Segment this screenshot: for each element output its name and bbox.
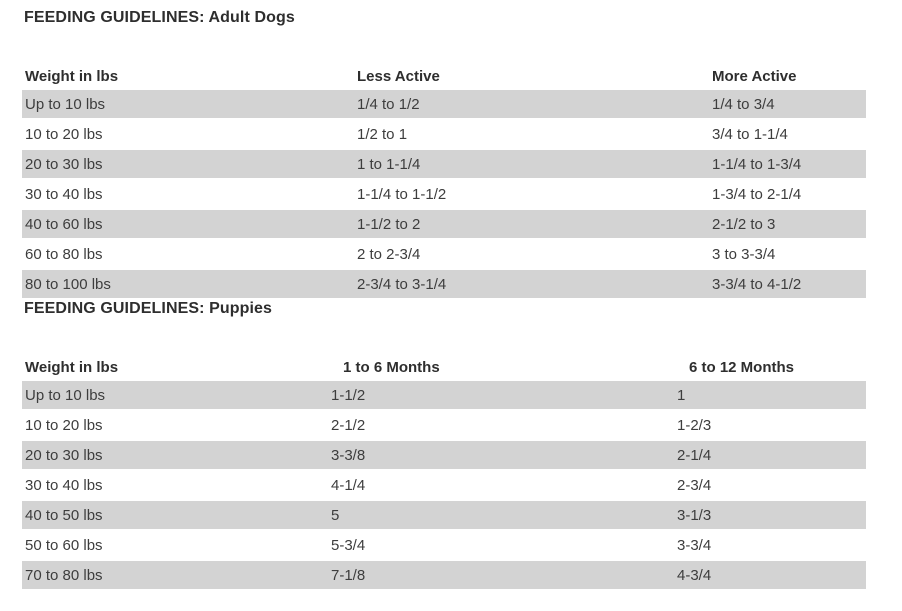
weight-range-cell: 30 to 40 lbs (22, 470, 328, 501)
feeding-amount-cell: 1 (674, 381, 866, 411)
feeding-amount-cell: 4-3/4 (674, 560, 866, 591)
column-header-more-active: More Active (709, 57, 866, 90)
table-row: Up to 10 lbs 1-1/2 1 (22, 381, 866, 411)
adult-dogs-heading: FEEDING GUIDELINES: Adult Dogs (24, 9, 295, 26)
feeding-amount-cell: 3-3/4 to 4-1/2 (709, 269, 866, 300)
weight-range-cell: 50 to 60 lbs (22, 530, 328, 561)
feeding-amount-cell: 2-3/4 to 3-1/4 (354, 269, 709, 300)
table-row: 70 to 80 lbs 7-1/8 4-3/4 (22, 560, 866, 591)
table-row: Up to 10 lbs 1/4 to 1/2 1/4 to 3/4 (22, 90, 866, 120)
feeding-amount-cell: 1-1/4 to 1-1/2 (354, 179, 709, 210)
feeding-amount-cell: 2-1/2 (328, 410, 674, 441)
table-row: 60 to 80 lbs 2 to 2-3/4 3 to 3-3/4 (22, 239, 866, 270)
puppies-heading: FEEDING GUIDELINES: Puppies (24, 300, 273, 317)
feeding-amount-cell: 3-1/3 (674, 500, 866, 531)
table-row: 40 to 50 lbs 5 3-1/3 (22, 500, 866, 531)
feeding-amount-cell: 1-1/2 (328, 381, 674, 411)
feeding-amount-cell: 3/4 to 1-1/4 (709, 119, 866, 150)
weight-range-cell: 40 to 60 lbs (22, 209, 354, 240)
table-row: 40 to 60 lbs 1-1/2 to 2 2-1/2 to 3 (22, 209, 866, 240)
weight-range-cell: 60 to 80 lbs (22, 239, 354, 270)
column-header-6-to-12-months: 6 to 12 Months (674, 348, 866, 381)
puppies-header-row: Weight in lbs 1 to 6 Months 6 to 12 Mont… (22, 348, 866, 381)
table-row: 20 to 30 lbs 1 to 1-1/4 1-1/4 to 1-3/4 (22, 149, 866, 180)
column-header-1-to-6-months: 1 to 6 Months (328, 348, 674, 381)
adult-dogs-table: Weight in lbs Less Active More Active Up… (22, 57, 866, 300)
feeding-amount-cell: 3-3/4 (674, 530, 866, 561)
weight-range-cell: 70 to 80 lbs (22, 560, 328, 591)
table-row: 50 to 60 lbs 5-3/4 3-3/4 (22, 530, 866, 561)
feeding-amount-cell: 2-1/2 to 3 (709, 209, 866, 240)
feeding-amount-cell: 5 (328, 500, 674, 531)
feeding-amount-cell: 1/4 to 3/4 (709, 90, 866, 120)
weight-range-cell: 10 to 20 lbs (22, 119, 354, 150)
table-row: 10 to 20 lbs 2-1/2 1-2/3 (22, 410, 866, 441)
weight-range-cell: Up to 10 lbs (22, 381, 328, 411)
adult-dogs-header-row: Weight in lbs Less Active More Active (22, 57, 866, 90)
table-row: 10 to 20 lbs 1/2 to 1 3/4 to 1-1/4 (22, 119, 866, 150)
feeding-amount-cell: 1/4 to 1/2 (354, 90, 709, 120)
feeding-amount-cell: 1-1/4 to 1-3/4 (709, 149, 866, 180)
feeding-amount-cell: 1-2/3 (674, 410, 866, 441)
puppies-table: Weight in lbs 1 to 6 Months 6 to 12 Mont… (22, 348, 866, 591)
feeding-amount-cell: 3-3/8 (328, 440, 674, 471)
weight-range-cell: 10 to 20 lbs (22, 410, 328, 441)
weight-range-cell: 30 to 40 lbs (22, 179, 354, 210)
feeding-amount-cell: 2 to 2-3/4 (354, 239, 709, 270)
feeding-amount-cell: 4-1/4 (328, 470, 674, 501)
table-row: 80 to 100 lbs 2-3/4 to 3-1/4 3-3/4 to 4-1/… (22, 269, 866, 300)
column-header-less-active: Less Active (354, 57, 709, 90)
table-row: 30 to 40 lbs 1-1/4 to 1-1/2 1-3/4 to 2-1/4 (22, 179, 866, 210)
feeding-amount-cell: 1/2 to 1 (354, 119, 709, 150)
adult-dogs-table-body: Up to 10 lbs 1/4 to 1/2 1/4 to 3/4 10 to 20… (22, 90, 866, 300)
feeding-amount-cell: 1-1/2 to 2 (354, 209, 709, 240)
weight-range-cell: Up to 10 lbs (22, 90, 354, 120)
weight-range-cell: 20 to 30 lbs (22, 149, 354, 180)
feeding-amount-cell: 2-3/4 (674, 470, 866, 501)
table-row: 30 to 40 lbs 4-1/4 2-3/4 (22, 470, 866, 501)
puppies-table-body: Up to 10 lbs 1-1/2 1 10 to 20 lbs 2-1/2 1-2/3… (22, 381, 866, 591)
feeding-amount-cell: 1 to 1-1/4 (354, 149, 709, 180)
column-header-weight: Weight in lbs (22, 57, 354, 90)
table-row: 20 to 30 lbs 3-3/8 2-1/4 (22, 440, 866, 471)
weight-range-cell: 80 to 100 lbs (22, 269, 354, 300)
weight-range-cell: 40 to 50 lbs (22, 500, 328, 531)
feeding-amount-cell: 7-1/8 (328, 560, 674, 591)
feeding-amount-cell: 2-1/4 (674, 440, 866, 471)
feeding-amount-cell: 1-3/4 to 2-1/4 (709, 179, 866, 210)
feeding-amount-cell: 5-3/4 (328, 530, 674, 561)
column-header-weight: Weight in lbs (22, 348, 328, 381)
weight-range-cell: 20 to 30 lbs (22, 440, 328, 471)
feeding-amount-cell: 3 to 3-3/4 (709, 239, 866, 270)
